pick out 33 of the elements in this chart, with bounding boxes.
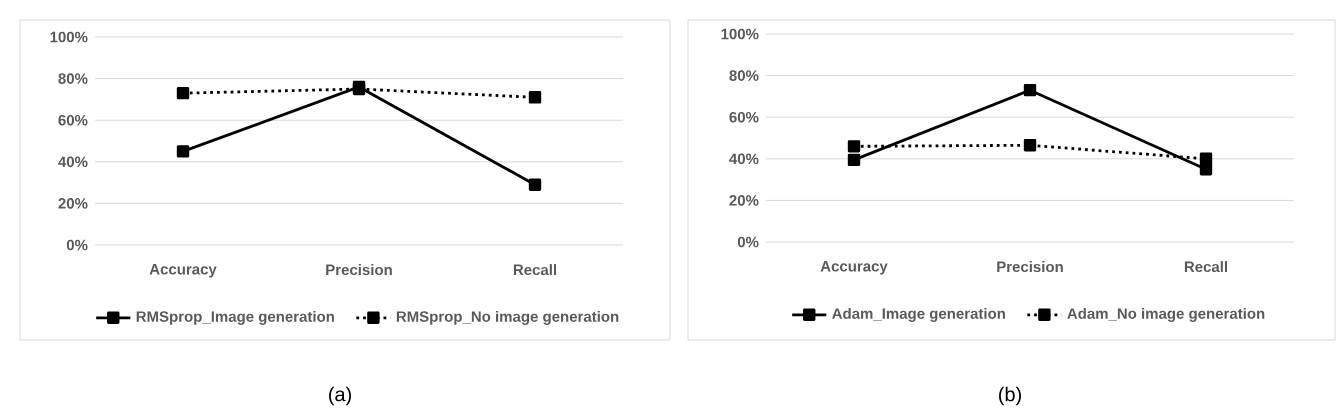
y-tick-label: 20% [729, 195, 759, 206]
y-tick-label: 40% [58, 156, 88, 168]
y-tick-label: 40% [729, 153, 759, 165]
point [1199, 163, 1213, 176]
point [1023, 139, 1037, 152]
y-tick-label: 80% [729, 70, 759, 81]
y-tick-label: 80% [58, 73, 88, 84]
point [528, 178, 542, 191]
point [1023, 83, 1037, 97]
text: (a) [329, 386, 351, 406]
y-tick-label: 20% [58, 198, 88, 209]
x-tick-label: Precision [326, 264, 392, 276]
y-tick-label: 100% [721, 28, 759, 40]
y-tick-label: 0% [737, 236, 759, 248]
point [847, 140, 861, 153]
x-tick-label: Accuracy [149, 264, 217, 278]
point [528, 91, 542, 104]
x-tick-label: Accuracy [820, 261, 888, 275]
legend-label: Adam_Image generation [832, 307, 1005, 322]
legend-label: Adam_No image generation [1067, 307, 1265, 322]
point [176, 86, 190, 100]
x-tick-label: Precision [997, 261, 1063, 273]
point [176, 145, 190, 158]
text: (b) [999, 386, 1021, 406]
point [847, 153, 861, 167]
x-tick-label: Recall [513, 264, 557, 276]
legend-label: RMSprop_No image generation [396, 310, 619, 325]
y-tick-label: 60% [729, 111, 759, 123]
y-tick-label: 100% [50, 31, 88, 43]
legend-label: RMSprop_Image generation [136, 310, 334, 325]
y-tick-label: 60% [58, 114, 88, 126]
y-tick-label: 0% [66, 239, 88, 251]
x-tick-label: Recall [1184, 261, 1228, 273]
